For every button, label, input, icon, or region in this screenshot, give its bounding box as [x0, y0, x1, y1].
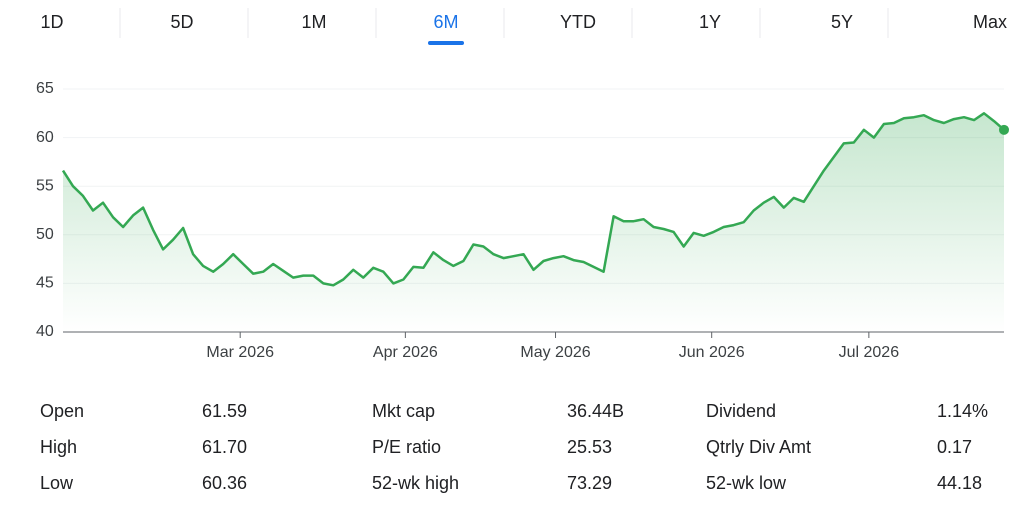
stat-value: 1.14%	[937, 401, 988, 421]
stat-value: 61.59	[202, 401, 247, 421]
y-tick-label: 55	[36, 177, 54, 194]
stat-value: 36.44B	[567, 401, 624, 421]
stat-value: 61.70	[202, 437, 247, 457]
stat-value: 25.53	[567, 437, 612, 457]
x-tick-label: Mar 2026	[206, 344, 274, 361]
y-tick-label: 50	[36, 226, 54, 243]
stat-value: 0.17	[937, 437, 972, 457]
range-tab[interactable]: 5Y	[831, 12, 853, 32]
price-line	[61, 112, 1005, 287]
y-tick-label: 40	[36, 323, 54, 340]
stat-label: Dividend	[706, 401, 776, 421]
range-tab[interactable]: Max	[973, 12, 1007, 32]
range-tab[interactable]: 1M	[301, 12, 326, 32]
stat-label: High	[40, 437, 77, 457]
active-tab-indicator	[428, 41, 464, 45]
x-tick-label: May 2026	[520, 344, 590, 361]
stat-label: P/E ratio	[372, 437, 441, 457]
y-tick-label: 45	[36, 275, 54, 292]
range-tab[interactable]: 1D	[40, 12, 63, 32]
y-tick-label: 65	[36, 80, 54, 97]
x-tick-label: Jun 2026	[679, 344, 745, 361]
y-tick-label: 60	[36, 129, 54, 146]
stat-label: Open	[40, 401, 84, 421]
stat-label: Mkt cap	[372, 401, 435, 421]
stat-label: 52-wk high	[372, 473, 459, 493]
range-tab[interactable]: 1Y	[699, 12, 721, 32]
stat-value: 60.36	[202, 473, 247, 493]
range-tab[interactable]: 5D	[170, 12, 193, 32]
x-tick-label: Apr 2026	[373, 344, 438, 361]
stat-label: Low	[40, 473, 74, 493]
stat-value: 73.29	[567, 473, 612, 493]
range-tab[interactable]: 6M	[433, 12, 458, 32]
x-tick-label: Jul 2026	[839, 344, 900, 361]
area-fill	[63, 113, 1004, 332]
stat-label: Qtrly Div Amt	[706, 437, 811, 457]
last-price-dot	[999, 124, 1009, 135]
stat-label: 52-wk low	[706, 473, 787, 493]
range-tab[interactable]: YTD	[560, 12, 596, 32]
stat-value: 44.18	[937, 473, 982, 493]
